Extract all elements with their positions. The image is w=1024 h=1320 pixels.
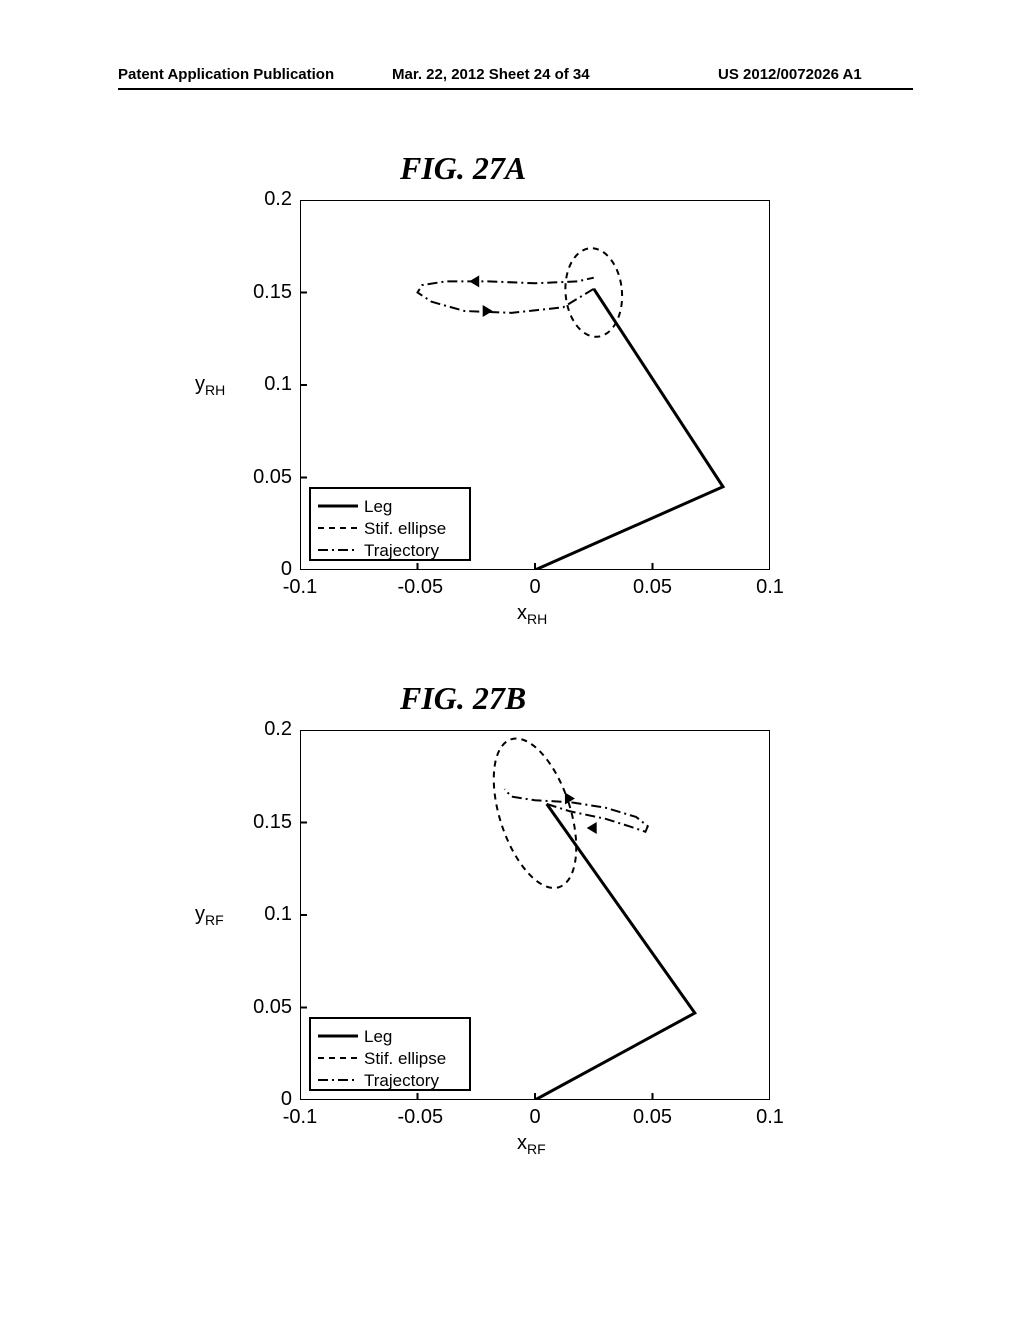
ytick-label: 0.05 (240, 466, 292, 489)
ytick-label: 0.2 (240, 718, 292, 741)
direction-arrow-icon (483, 305, 493, 317)
legend-label: Stif. ellipse (364, 1049, 446, 1068)
ytick-label: 0.2 (240, 188, 292, 211)
direction-arrow-icon (469, 275, 479, 287)
x-axis-label: xRH (517, 602, 547, 627)
leg-line (535, 289, 723, 570)
xtick-label: 0.05 (633, 1106, 673, 1129)
header-center: Mar. 22, 2012 Sheet 24 of 34 (392, 66, 590, 83)
y-axis-label: yRH (195, 373, 225, 398)
fig-a-title: FIG. 27A (400, 150, 526, 187)
ytick-label: 0.1 (240, 373, 292, 396)
chart-a: LegStif. ellipseTrajectory-0.1-0.0500.05… (300, 200, 770, 570)
page: Patent Application Publication Mar. 22, … (0, 0, 1024, 1320)
legend-label: Trajectory (364, 1071, 439, 1090)
ytick-label: 0.15 (240, 281, 292, 304)
fig-b-title: FIG. 27B (400, 680, 526, 717)
header-rule (118, 88, 913, 90)
y-axis-label: yRF (195, 903, 224, 928)
stiffness-ellipse (477, 730, 592, 898)
direction-arrow-icon (587, 822, 597, 834)
xtick-label: 0.1 (750, 1106, 790, 1129)
xtick-label: 0 (515, 1106, 555, 1129)
xtick-label: 0.1 (750, 576, 790, 599)
xtick-label: -0.05 (398, 576, 438, 599)
legend-label: Stif. ellipse (364, 519, 446, 538)
ytick-label: 0 (240, 1088, 292, 1111)
chart-b: LegStif. ellipseTrajectory-0.1-0.0500.05… (300, 730, 770, 1100)
ytick-label: 0.05 (240, 996, 292, 1019)
x-axis-label: xRF (517, 1132, 546, 1157)
ytick-label: 0.1 (240, 903, 292, 926)
plot-svg: Leg Stif. ellipse Trajectory (300, 730, 770, 1100)
leg-line (535, 804, 695, 1100)
header-left: Patent Application Publication (118, 66, 334, 83)
trajectory-line (504, 789, 647, 832)
xtick-label: 0.05 (633, 576, 673, 599)
xtick-label: 0 (515, 576, 555, 599)
xtick-label: -0.05 (398, 1106, 438, 1129)
ytick-label: 0 (240, 558, 292, 581)
plot-svg: Leg Stif. ellipse Trajectory (300, 200, 770, 570)
legend-label: Leg (364, 497, 392, 516)
header-right: US 2012/0072026 A1 (718, 66, 862, 83)
legend-label: Leg (364, 1027, 392, 1046)
ytick-label: 0.15 (240, 811, 292, 834)
legend-label: Trajectory (364, 541, 439, 560)
